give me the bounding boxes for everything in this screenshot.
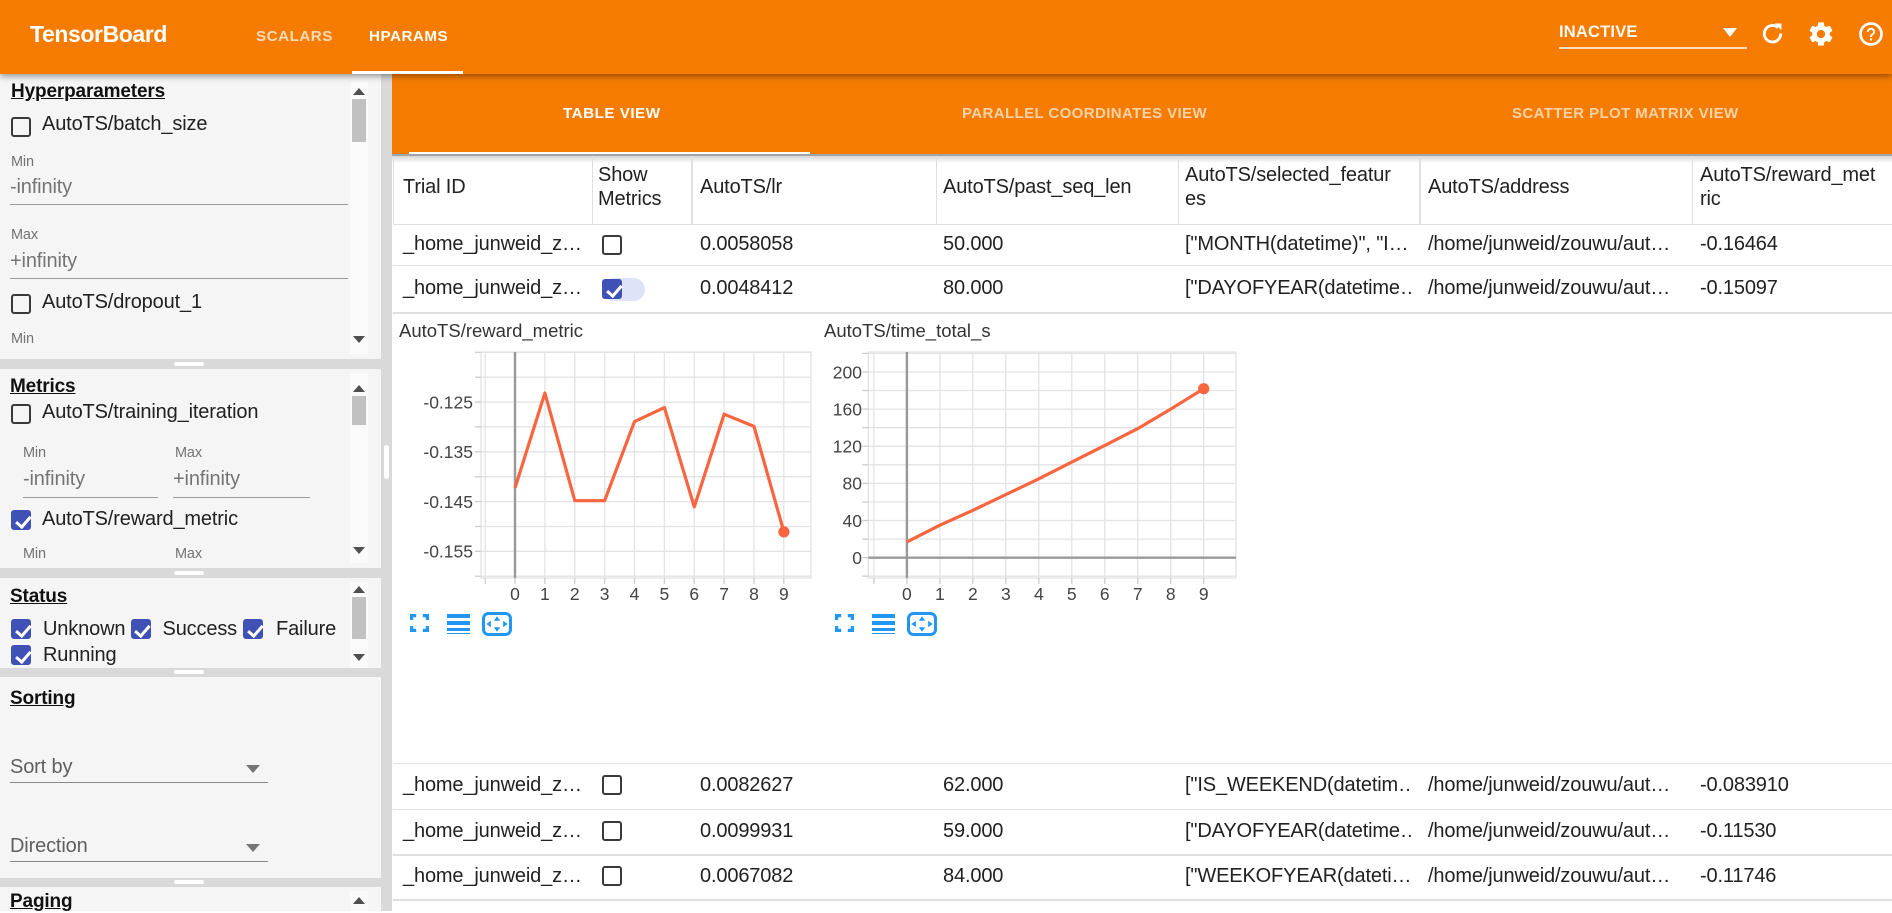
svg-text:-0.155: -0.155 xyxy=(423,542,473,562)
svg-text:7: 7 xyxy=(1133,584,1143,604)
svg-text:3: 3 xyxy=(1001,584,1011,604)
svg-text:9: 9 xyxy=(779,584,789,604)
svg-text:200: 200 xyxy=(833,362,862,382)
svg-text:AutoTS/time_total_s: AutoTS/time_total_s xyxy=(824,320,991,342)
svg-text:9: 9 xyxy=(1199,584,1209,604)
svg-text:2: 2 xyxy=(968,584,978,604)
svg-text:1: 1 xyxy=(540,584,550,604)
svg-text:40: 40 xyxy=(843,511,863,531)
svg-text:0: 0 xyxy=(902,584,912,604)
svg-text:0: 0 xyxy=(510,584,520,604)
svg-text:5: 5 xyxy=(1067,584,1077,604)
svg-text:1: 1 xyxy=(935,584,945,604)
svg-text:120: 120 xyxy=(833,437,862,457)
svg-text:-0.145: -0.145 xyxy=(423,492,473,512)
svg-text:4: 4 xyxy=(1034,584,1044,604)
svg-text:80: 80 xyxy=(843,474,863,494)
svg-text:3: 3 xyxy=(600,584,610,604)
svg-text:6: 6 xyxy=(1100,584,1110,604)
svg-text:4: 4 xyxy=(630,584,640,604)
svg-text:-0.125: -0.125 xyxy=(423,392,473,412)
svg-text:7: 7 xyxy=(719,584,729,604)
svg-text:5: 5 xyxy=(659,584,669,604)
svg-text:8: 8 xyxy=(749,584,759,604)
svg-text:160: 160 xyxy=(833,399,862,419)
svg-text:6: 6 xyxy=(689,584,699,604)
svg-text:8: 8 xyxy=(1166,584,1176,604)
svg-text:-0.135: -0.135 xyxy=(423,442,473,462)
svg-text:2: 2 xyxy=(570,584,580,604)
svg-text:0: 0 xyxy=(852,548,862,568)
svg-text:AutoTS/reward_metric: AutoTS/reward_metric xyxy=(399,320,583,342)
